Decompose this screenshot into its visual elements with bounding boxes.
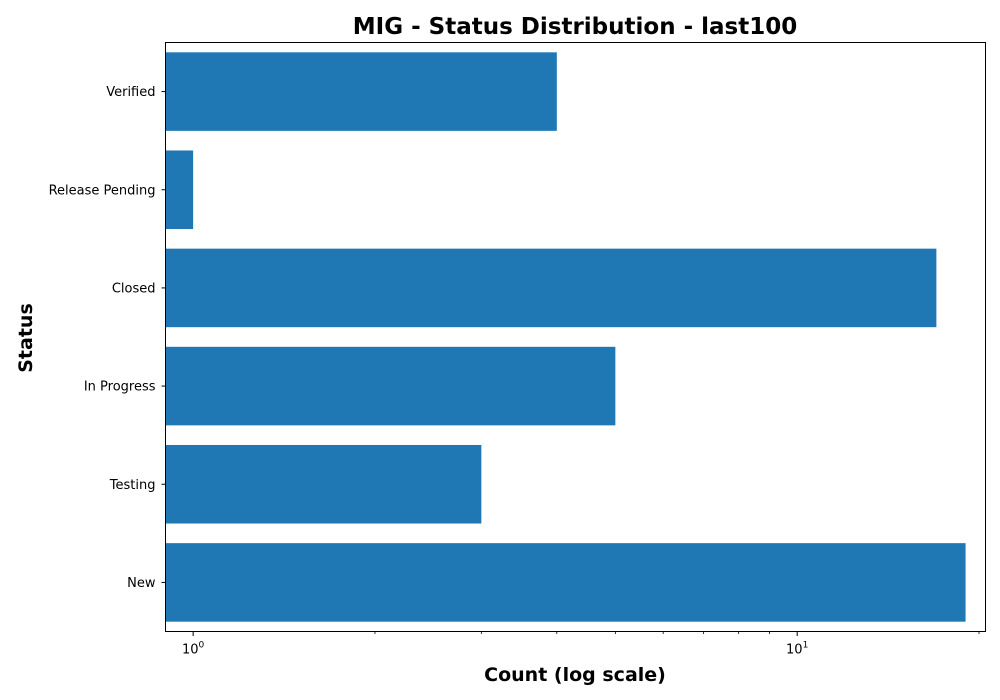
x-axis-title: Count (log scale) [484, 664, 666, 686]
x-tick-label-1: 100 [182, 641, 205, 658]
x-ticks-group: 100 101 [182, 631, 980, 658]
chart-title: MIG - Status Distribution - last100 [353, 14, 797, 40]
y-ticks-group: New Testing In Progress Closed Release Pendi… [49, 85, 166, 591]
y-tick-label-in-progress: In Progress [84, 380, 156, 395]
y-axis-title: Status [15, 303, 37, 373]
bar-closed [165, 248, 937, 328]
x-tick-label-10: 101 [786, 641, 808, 658]
bar-testing [165, 444, 482, 524]
bar-new [165, 543, 966, 622]
bar-release-pending [165, 150, 194, 230]
bar-in-progress [165, 346, 616, 426]
y-tick-label-release-pending: Release Pending [49, 183, 156, 198]
y-tick-label-verified: Verified [106, 85, 155, 100]
plot-frame [165, 42, 986, 632]
y-tick-label-new: New [127, 576, 156, 591]
y-tick-label-closed: Closed [112, 281, 156, 296]
bar-verified [165, 52, 557, 131]
bars-group [165, 52, 966, 622]
y-tick-label-testing: Testing [109, 478, 156, 493]
